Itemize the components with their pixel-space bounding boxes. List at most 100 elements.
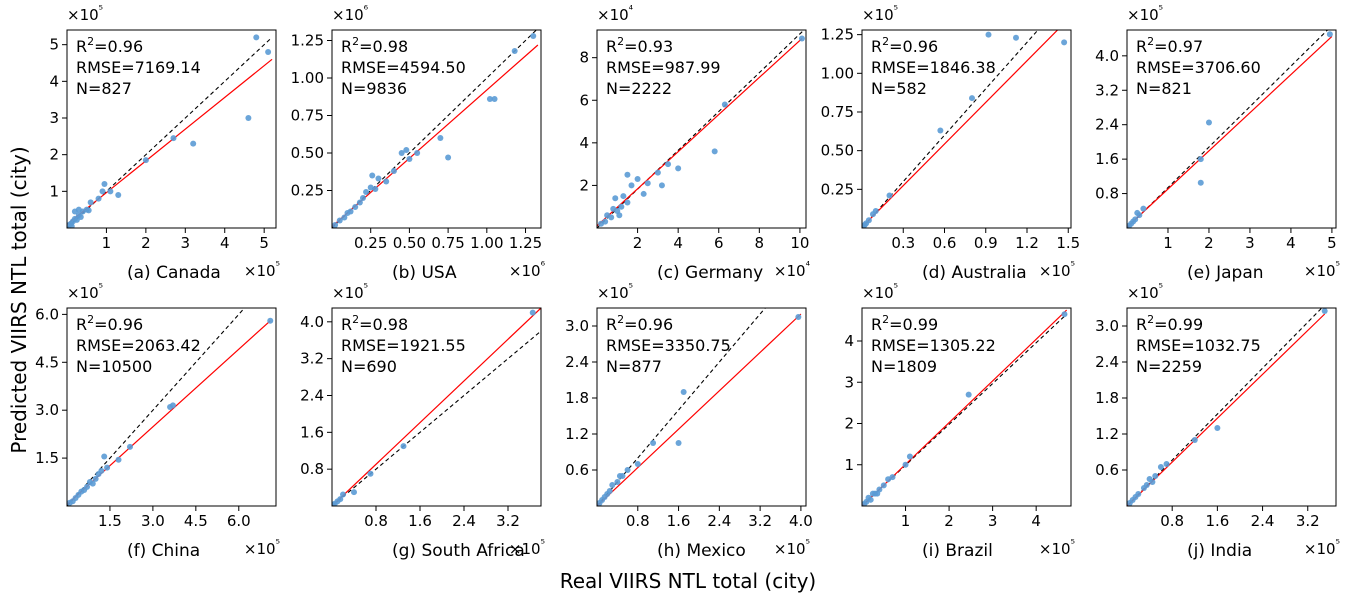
x-tick-label: 1.6 — [408, 512, 432, 530]
panel-3: 0.3 0.6 0.9 1.2 1.5 0.25 0.50 0.75 1.00 1.25 ×10⁵ ×… — [821, 3, 1081, 283]
r2-stat: R2=0.93 — [606, 35, 673, 56]
x-tick-label: 2.4 — [452, 512, 476, 530]
x-tick-label: 2.4 — [707, 512, 731, 530]
panel-8: 1 2 3 4 1 2 3 4 ×10⁵ ×10⁵ R2=0.99 RMSE=1305.22 N=180… — [844, 281, 1075, 561]
y-tick-label: 2 — [844, 415, 854, 433]
panel-frame — [1126, 307, 1337, 507]
y-tick-label: 4.0 — [300, 313, 324, 331]
plot-area — [1127, 308, 1328, 506]
data-point — [1191, 437, 1198, 443]
fit-line — [597, 38, 803, 227]
y-tick-label: 0.25 — [291, 182, 324, 200]
data-point — [169, 402, 176, 409]
panel-frame — [331, 29, 542, 229]
data-point — [889, 474, 896, 481]
n-stat: N=9836 — [341, 79, 407, 98]
data-point — [529, 309, 536, 316]
y-tick-label: 0.8 — [300, 460, 324, 478]
x-multiplier: ×10⁵ — [1304, 537, 1340, 558]
y-tick-label: 3.2 — [1095, 81, 1119, 99]
x-tick-label: 0.3 — [891, 234, 915, 252]
r2-stat: R2=0.99 — [1136, 313, 1203, 334]
data-point — [104, 464, 111, 471]
data-point — [170, 135, 177, 142]
data-point — [1149, 479, 1156, 485]
r2-stat: R2=0.96 — [606, 313, 673, 334]
data-point — [795, 314, 802, 320]
data-point — [87, 199, 94, 206]
data-point — [372, 186, 379, 192]
data-point — [1134, 209, 1141, 216]
r2-stat: R2=0.99 — [871, 313, 938, 334]
data-point — [142, 157, 149, 164]
y-tick-label: 0.6 — [565, 461, 589, 479]
data-point — [84, 483, 91, 490]
fit-line — [67, 58, 273, 225]
x-tick-label: 10 — [790, 234, 809, 252]
data-point — [624, 467, 631, 473]
plot-area — [862, 30, 1068, 228]
rmse-stat: RMSE=4594.50 — [341, 58, 466, 77]
y-tick-label: 4.5 — [35, 353, 59, 371]
y-tick-label: 0.50 — [291, 144, 324, 162]
x-tick-label: 1.25 — [509, 234, 542, 252]
rmse-stat: RMSE=7169.14 — [76, 58, 201, 77]
y-tick-label: 0.8 — [1095, 185, 1119, 203]
x-tick-label: 4.5 — [184, 512, 208, 530]
y-tick-label: 3.2 — [300, 350, 324, 368]
data-point — [634, 176, 641, 183]
y-tick-label: 2.4 — [1095, 116, 1119, 134]
x-axis-title: Real VIIRS NTL total (city) — [560, 569, 817, 593]
x-tick-label: 3 — [1245, 234, 1255, 252]
x-multiplier: ×10⁶ — [509, 259, 546, 280]
plot-area — [67, 34, 273, 228]
y-tick-label: 1.00 — [291, 69, 324, 87]
data-point — [1157, 464, 1164, 470]
data-point — [680, 389, 687, 395]
panel-frame — [861, 307, 1072, 507]
fit-line — [1127, 36, 1333, 228]
plot-area — [67, 308, 274, 506]
data-point — [190, 140, 197, 147]
x-tick-label: 1.5 — [98, 512, 122, 530]
r2-stat: R2=0.96 — [76, 35, 143, 56]
n-stat: N=877 — [606, 357, 662, 376]
identity-line — [332, 330, 541, 506]
panel-4: 1 2 3 4 5 0.8 1.6 2.4 3.2 4.0 ×10⁵ ×10⁵ R2=0.97 RMSE=… — [1095, 3, 1340, 283]
r2-stat: R2=0.98 — [341, 313, 408, 334]
rmse-stat: RMSE=987.99 — [606, 58, 721, 77]
n-stat: N=827 — [76, 79, 132, 98]
x-tick-label: 2 — [141, 234, 151, 252]
panel-5: 1.5 3.0 4.5 6.0 1.5 3.0 4.5 6.0 ×10⁵ ×10⁵ R2=0.96 R… — [35, 281, 280, 561]
data-point — [363, 189, 370, 195]
data-point — [486, 96, 493, 102]
x-tick-label: 1 — [102, 234, 112, 252]
plot-area — [332, 30, 539, 228]
data-point — [99, 188, 106, 195]
data-point — [367, 184, 374, 191]
y-tick-label: 2 — [49, 146, 59, 164]
data-point — [101, 453, 108, 460]
rmse-stat: RMSE=3706.60 — [1136, 58, 1261, 77]
data-point — [906, 453, 913, 460]
data-point — [721, 101, 728, 108]
y-tick-label: 0.75 — [821, 103, 854, 121]
x-tick-label: 3.2 — [1296, 512, 1320, 530]
y-tick-label: 4 — [844, 332, 854, 350]
y-multiplier: ×10⁵ — [1127, 3, 1163, 24]
data-point — [616, 212, 623, 219]
x-tick-label: 4 — [1031, 512, 1041, 530]
r2-stat: R2=0.96 — [76, 313, 143, 334]
x-tick-label: 4 — [673, 234, 683, 252]
panel-title: (h) Mexico — [657, 541, 746, 561]
data-point — [367, 470, 374, 477]
data-point — [969, 95, 975, 102]
x-tick-label: 0.8 — [626, 512, 650, 530]
data-point — [1013, 34, 1019, 41]
y-multiplier: ×10⁵ — [1127, 281, 1163, 302]
data-point — [650, 440, 657, 446]
y-multiplier: ×10⁵ — [332, 281, 368, 302]
x-multiplier: ×10⁵ — [1039, 259, 1075, 280]
data-point — [867, 496, 874, 503]
